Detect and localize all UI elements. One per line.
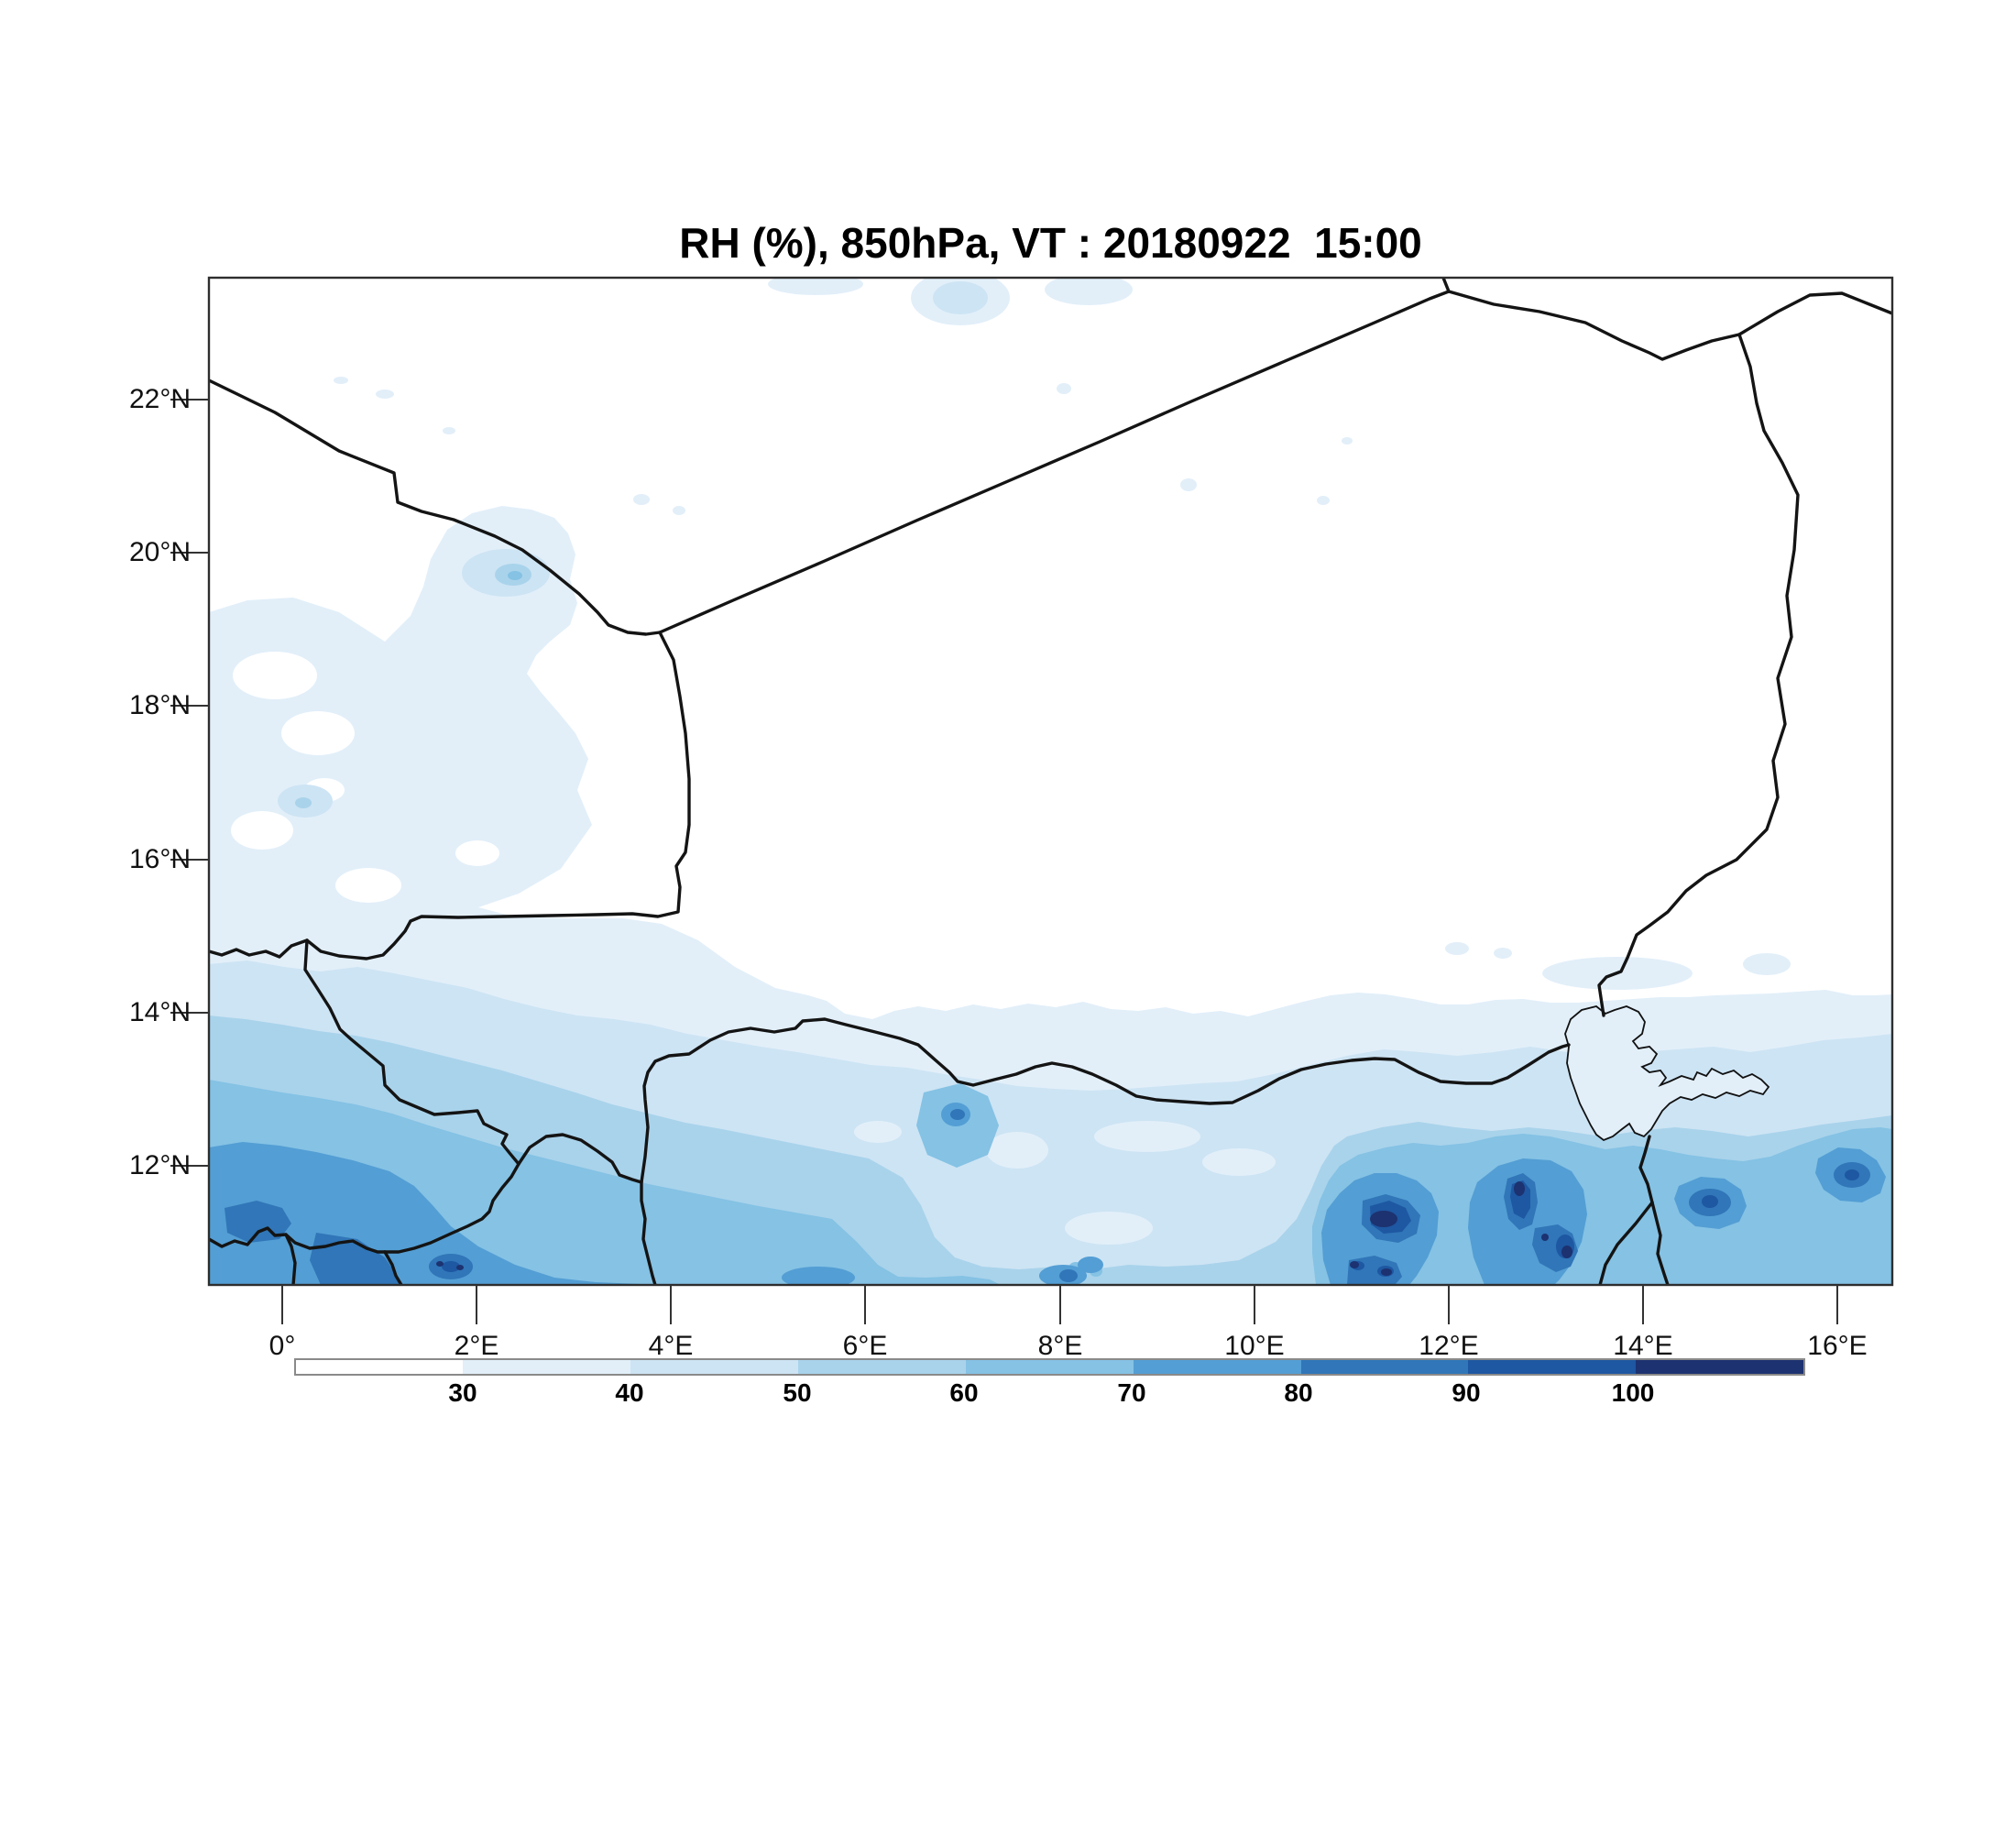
lat-label-14n: 14°N [128,997,191,1027]
colorbar [294,1358,1805,1376]
colorbar-segment [1134,1359,1301,1375]
lat-label-16n: 16°N [128,844,191,874]
colorbar-segment [966,1359,1134,1375]
colorbar-label-80: 80 [1284,1378,1313,1407]
border-burkina-mali [209,938,309,959]
lon-label-2e: 2°E [454,1331,499,1361]
border-nigeria-cameroon [1598,1201,1654,1285]
lon-label-12e: 12°E [1419,1331,1479,1361]
lat-label-12n: 12°N [128,1150,191,1180]
border-algeria-mali [209,379,662,636]
border-benin-nigeria [640,1180,657,1285]
colorbar-segment [463,1359,630,1375]
border-libya-niger [1447,290,1892,361]
border-burkina-niger [303,938,520,1166]
lat-label-18n: 18°N [128,690,191,720]
page-title: RH (%), 850hPa, VT : 20180922 15:00 [679,219,1422,267]
lon-label-16e: 16°E [1807,1331,1868,1361]
country-borders [209,278,1892,1285]
lat-label-22n: 22°N [128,384,191,414]
border-mali-niger [305,631,691,960]
map-frame [207,276,1894,1287]
colorbar-segment [1301,1359,1468,1375]
axis-ticks [170,399,1838,1324]
colorbar-label-50: 50 [783,1378,812,1407]
border-benin-niger [517,1133,643,1184]
border-ghana-togo [284,1233,297,1285]
lon-label-4e: 4°E [648,1331,694,1361]
lon-label-8e: 8°E [1037,1331,1083,1361]
colorbar-label-70: 70 [1117,1378,1146,1407]
lat-label-20n: 20°N [128,537,191,567]
colorbar-segment [630,1359,798,1375]
colorbar-segment [1636,1359,1804,1375]
border-niger-chad [1597,333,1800,1017]
contour-field [209,278,1892,1285]
colorbar-outline [294,1358,1805,1376]
lon-label-0: 0° [268,1331,296,1361]
lake-chad-outline [1564,1005,1770,1142]
border-burkina-ghana-togo [209,1226,387,1254]
colorbar-label-100: 100 [1611,1378,1655,1407]
colorbar-label-60: 60 [949,1378,979,1407]
colorbar-label-40: 40 [615,1378,644,1407]
colorbar-label-30: 30 [448,1378,477,1407]
border-togo-benin [383,1250,403,1285]
colorbar-segment [1468,1359,1636,1375]
lon-label-10e: 10°E [1224,1331,1285,1361]
dry-holes [231,652,499,903]
colorbar-segment [295,1359,463,1375]
colorbar-label-90: 90 [1452,1378,1481,1407]
border-algeria-niger [658,278,1451,634]
lon-label-14e: 14°E [1613,1331,1673,1361]
border-niger-nigeria [640,1017,1571,1184]
colorbar-segment [798,1359,966,1375]
border-burkina-benin [383,1162,520,1254]
lon-label-6e: 6°E [842,1331,888,1361]
contour-band-100-plus [436,1181,1572,1276]
pale-patches-overlay [854,1121,1276,1245]
